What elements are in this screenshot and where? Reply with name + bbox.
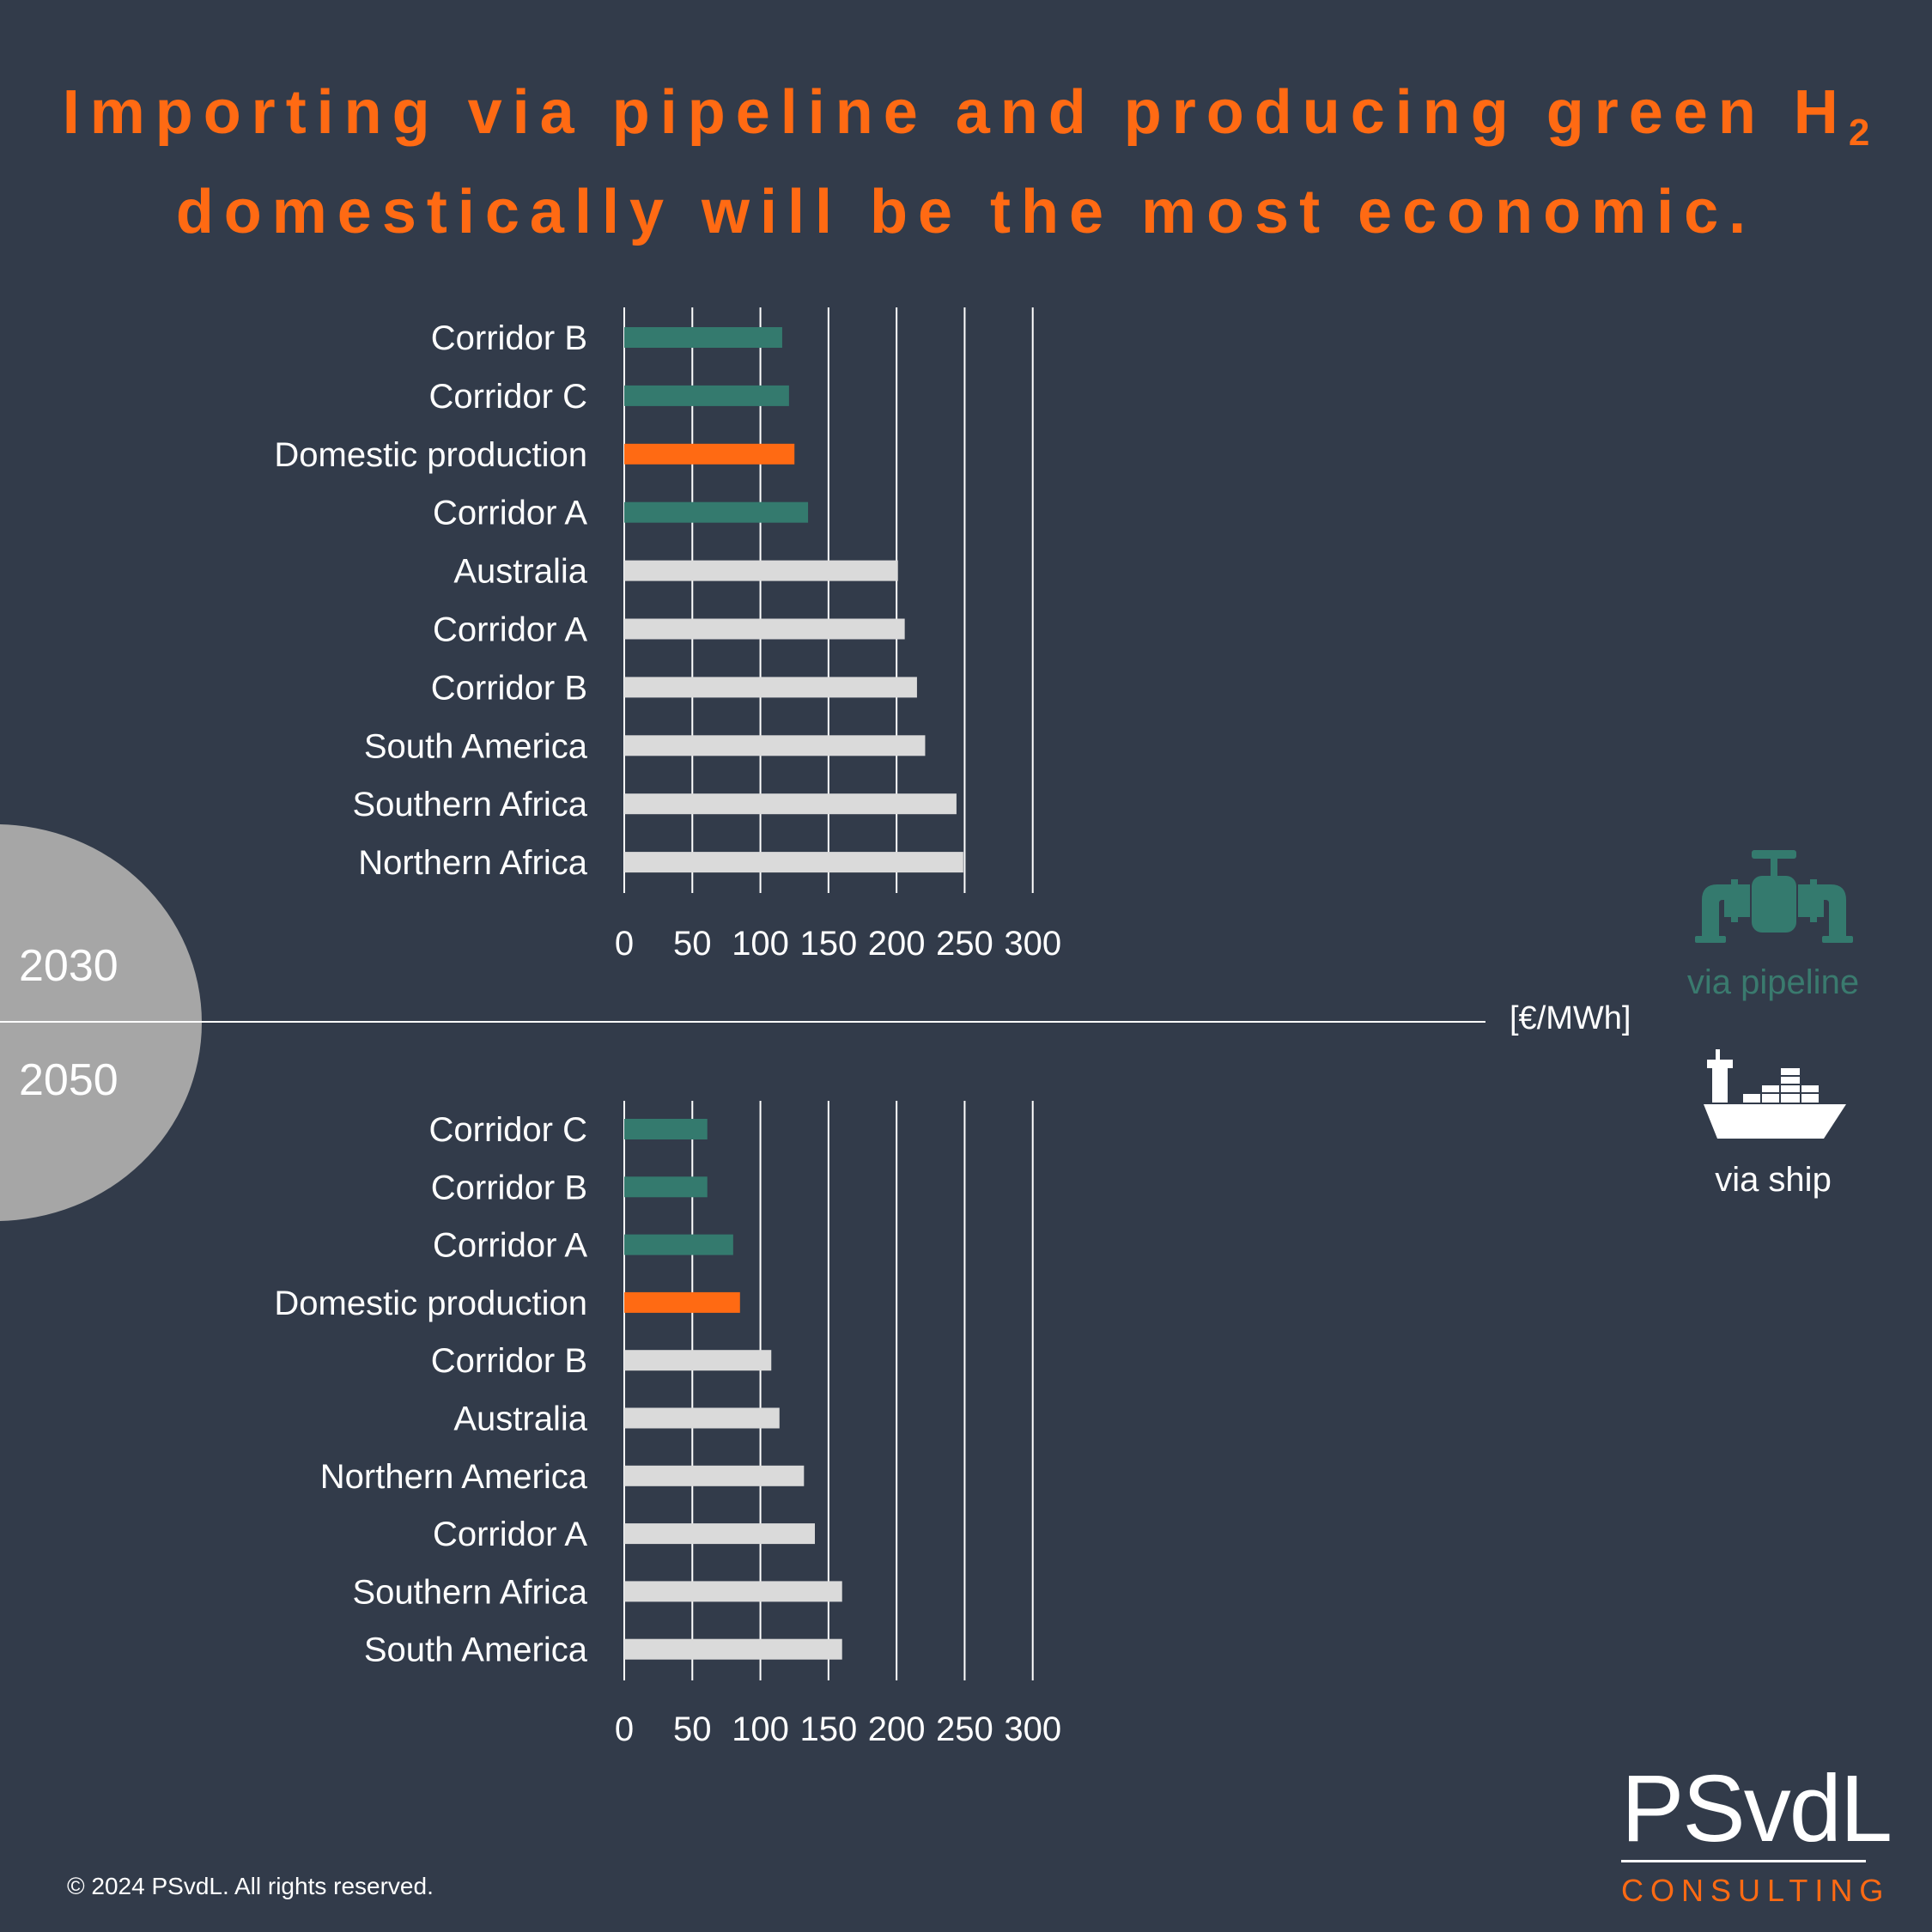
category-label: Corridor B xyxy=(431,669,587,707)
x-tick-label: 150 xyxy=(799,925,857,963)
period-label-2050: 2050 xyxy=(19,1055,118,1105)
category-label: Corridor B xyxy=(431,1169,587,1206)
legend-pipeline-label: via pipeline xyxy=(1686,963,1860,1001)
bar xyxy=(624,327,782,348)
bar xyxy=(624,501,809,523)
category-label: South America xyxy=(364,727,588,765)
bar xyxy=(624,1291,740,1313)
title-line1: Importing via pipeline and producing gre… xyxy=(62,78,1870,154)
category-label: South America xyxy=(364,1631,588,1669)
bar xyxy=(624,1523,815,1545)
x-tick-label: 200 xyxy=(868,1710,926,1748)
category-label: Northern Africa xyxy=(358,844,588,882)
bar xyxy=(624,1407,780,1429)
ship-icon xyxy=(1702,1049,1848,1148)
bar xyxy=(624,793,957,815)
x-tick-label: 100 xyxy=(732,1710,789,1748)
x-tick-label: 250 xyxy=(936,925,993,963)
x-tick-label: 50 xyxy=(673,925,712,963)
category-label: Corridor A xyxy=(433,1227,587,1265)
category-label: Corridor A xyxy=(433,495,587,532)
x-tick-label: 300 xyxy=(1004,1710,1061,1748)
chart-2030: 0 50 100 150 200 250 300 Corridor B Corridor C Do… xyxy=(274,307,1061,963)
legend-ship-label: via ship xyxy=(1715,1161,1832,1199)
category-label: Corridor A xyxy=(433,611,587,649)
x-tick-label: 250 xyxy=(936,1710,993,1748)
bar xyxy=(624,560,898,581)
page-title: Importing via pipeline and producing gre… xyxy=(0,73,1932,252)
x-tick-label: 300 xyxy=(1004,925,1061,963)
bar xyxy=(624,852,963,873)
company-logo: PSvdL CONSULTING xyxy=(1621,1756,1893,1909)
x-tick-label: 50 xyxy=(673,1710,712,1748)
bar xyxy=(624,1465,805,1486)
bar xyxy=(624,1581,842,1602)
bar xyxy=(624,618,905,640)
category-label: Australia xyxy=(453,1400,587,1438)
chart-2050: 0 50 100 150 200 250 300 Corridor C Corridor B Co… xyxy=(274,1101,1061,1748)
category-label: Corridor B xyxy=(431,319,587,357)
category-label: Northern America xyxy=(320,1458,588,1496)
x-tick-label: 0 xyxy=(615,1710,634,1748)
logo-subtitle: CONSULTING xyxy=(1621,1873,1891,1908)
x-tick-label: 200 xyxy=(868,925,926,963)
bar xyxy=(624,677,917,698)
title-subscript: 2 xyxy=(1848,112,1870,154)
unit-label: [€/MWh] xyxy=(1510,1000,1631,1036)
bar xyxy=(624,1350,772,1371)
category-label: Corridor B xyxy=(431,1342,587,1380)
logo-wordmark: PSvdL xyxy=(1621,1756,1893,1862)
title-line2: domestically will be the most economic. xyxy=(175,178,1757,246)
category-label: Australia xyxy=(453,553,587,591)
x-tick-label: 100 xyxy=(732,925,789,963)
period-divider xyxy=(0,1021,1485,1023)
category-label: Domestic production xyxy=(274,436,587,474)
copyright-notice: © 2024 PSvdL. All rights reserved. xyxy=(67,1873,434,1899)
bar xyxy=(624,443,795,465)
bar xyxy=(624,1176,708,1198)
x-tick-label: 0 xyxy=(615,925,634,963)
period-label-2030: 2030 xyxy=(19,941,118,991)
bar xyxy=(624,735,926,756)
category-label: Southern Africa xyxy=(353,1573,588,1611)
category-label: Corridor C xyxy=(429,1111,587,1149)
bar xyxy=(624,1638,842,1660)
pipeline-icon xyxy=(1693,850,1856,953)
category-label: Corridor A xyxy=(433,1516,587,1553)
bar xyxy=(624,1234,733,1255)
category-label: Corridor C xyxy=(429,378,587,416)
x-tick-label: 150 xyxy=(799,1710,857,1748)
category-label: Southern Africa xyxy=(353,786,588,823)
logo-rule xyxy=(1621,1860,1866,1862)
bar xyxy=(624,1119,708,1139)
bar xyxy=(624,385,789,406)
category-label: Domestic production xyxy=(274,1285,587,1322)
